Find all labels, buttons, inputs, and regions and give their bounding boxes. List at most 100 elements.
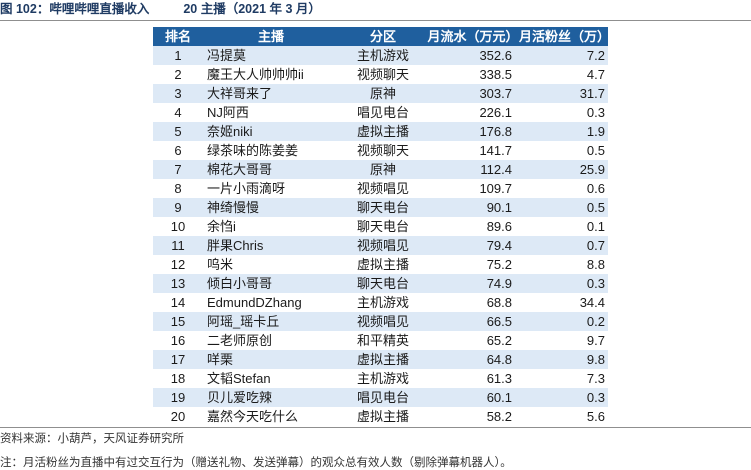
table-row: 13 倾白小哥哥 聊天电台 74.9 0.3: [153, 274, 608, 293]
figure-title: 图 102：哔哩哔哩直播收入 20 主播（2021 年 3 月）: [0, 0, 321, 18]
streamer-name-cell: EdmundDZhang: [203, 293, 339, 312]
table-body: 1 冯提莫 主机游戏 352.6 7.2 2 魔王大人帅帅帅ii 视频聊天 338.5 4.7 3 大…: [153, 46, 608, 426]
monthly-revenue-cell: 66.5: [427, 312, 519, 331]
zone-cell: 视频唱见: [339, 236, 427, 255]
streamer-name-cell: 阿瑶_瑶卡丘: [203, 312, 339, 331]
monthly-active-fans-cell: 34.4: [519, 293, 608, 312]
streamer-name-cell: 一片小雨滴呀: [203, 179, 339, 198]
zone-cell: 唱见电台: [339, 103, 427, 122]
monthly-active-fans-cell: 0.6: [519, 179, 608, 198]
monthly-active-fans-cell: 31.7: [519, 84, 608, 103]
streamer-name-cell: 嘉然今天吃什么: [203, 407, 339, 426]
monthly-revenue-cell: 89.6: [427, 217, 519, 236]
zone-cell: 聊天电台: [339, 274, 427, 293]
streamer-name-cell: 文韬Stefan: [203, 369, 339, 388]
monthly-active-fans-cell: 25.9: [519, 160, 608, 179]
rank-cell: 14: [153, 293, 203, 312]
rank-cell: 3: [153, 84, 203, 103]
monthly-revenue-cell: 68.8: [427, 293, 519, 312]
zone-cell: 聊天电台: [339, 198, 427, 217]
rank-cell: 1: [153, 46, 203, 65]
streamer-name-cell: 大祥哥来了: [203, 84, 339, 103]
rank-cell: 2: [153, 65, 203, 84]
zone-cell: 和平精英: [339, 331, 427, 350]
streamer-name-cell: 棉花大哥哥: [203, 160, 339, 179]
monthly-revenue-cell: 338.5: [427, 65, 519, 84]
streamer-name-cell: 绿茶味的陈姜姜: [203, 141, 339, 160]
streamer-name-cell: 倾白小哥哥: [203, 274, 339, 293]
rank-cell: 9: [153, 198, 203, 217]
rank-cell: 10: [153, 217, 203, 236]
streamer-name-cell: 贝儿爱吃辣: [203, 388, 339, 407]
monthly-revenue-cell: 352.6: [427, 46, 519, 65]
zone-cell: 主机游戏: [339, 293, 427, 312]
rank-cell: 5: [153, 122, 203, 141]
zone-cell: 原神: [339, 160, 427, 179]
monthly-active-fans-cell: 0.1: [519, 217, 608, 236]
streamer-name-cell: NJ阿西: [203, 103, 339, 122]
table-row: 10 余㤘i 聊天电台 89.6 0.1: [153, 217, 608, 236]
table-row: 19 贝儿爱吃辣 唱见电台 60.1 0.3: [153, 388, 608, 407]
rank-cell: 13: [153, 274, 203, 293]
rank-cell: 16: [153, 331, 203, 350]
table-row: 7 棉花大哥哥 原神 112.4 25.9: [153, 160, 608, 179]
monthly-active-fans-cell: 1.9: [519, 122, 608, 141]
rank-cell: 12: [153, 255, 203, 274]
monthly-revenue-cell: 64.8: [427, 350, 519, 369]
rank-cell: 19: [153, 388, 203, 407]
table-row: 15 阿瑶_瑶卡丘 视频唱见 66.5 0.2: [153, 312, 608, 331]
monthly-active-fans-cell: 0.3: [519, 103, 608, 122]
zone-cell: 视频聊天: [339, 65, 427, 84]
rank-cell: 15: [153, 312, 203, 331]
monthly-active-fans-cell: 7.3: [519, 369, 608, 388]
monthly-revenue-cell: 226.1: [427, 103, 519, 122]
zone-cell: 唱见电台: [339, 388, 427, 407]
table-row: 5 奈姬niki 虚拟主播 176.8 1.9: [153, 122, 608, 141]
monthly-active-fans-cell: 0.3: [519, 388, 608, 407]
column-header-revenue: 月流水（万元）: [427, 27, 519, 46]
streamer-name-cell: 余㤘i: [203, 217, 339, 236]
monthly-active-fans-cell: 0.5: [519, 141, 608, 160]
table-row: 9 神绮慢慢 聊天电台 90.1 0.5: [153, 198, 608, 217]
monthly-revenue-cell: 61.3: [427, 369, 519, 388]
monthly-active-fans-cell: 0.2: [519, 312, 608, 331]
zone-cell: 视频唱见: [339, 179, 427, 198]
monthly-active-fans-cell: 9.8: [519, 350, 608, 369]
monthly-active-fans-cell: 4.7: [519, 65, 608, 84]
monthly-revenue-cell: 90.1: [427, 198, 519, 217]
streamer-name-cell: 胖果Chris: [203, 236, 339, 255]
monthly-active-fans-cell: 8.8: [519, 255, 608, 274]
monthly-revenue-cell: 176.8: [427, 122, 519, 141]
monthly-revenue-cell: 141.7: [427, 141, 519, 160]
streamer-name-cell: 呜米: [203, 255, 339, 274]
bottom-divider: [0, 427, 751, 428]
source-note: 资料来源：小葫芦，天风证券研究所: [0, 433, 184, 445]
table-row: 3 大祥哥来了 原神 303.7 31.7: [153, 84, 608, 103]
footnote: 注：月活粉丝为直播中有过交互行为（赠送礼物、发送弹幕）的观众总有效人数（剔除弹幕…: [0, 457, 512, 469]
monthly-revenue-cell: 75.2: [427, 255, 519, 274]
monthly-active-fans-cell: 0.5: [519, 198, 608, 217]
table-row: 18 文韬Stefan 主机游戏 61.3 7.3: [153, 369, 608, 388]
figure-subtitle: 20 主播（2021 年 3 月）: [183, 2, 321, 16]
figure-label: 图 102：哔哩哔哩直播收入: [0, 2, 150, 16]
table-row: 16 二老师原创 和平精英 65.2 9.7: [153, 331, 608, 350]
streamer-name-cell: 冯提莫: [203, 46, 339, 65]
rank-cell: 11: [153, 236, 203, 255]
table-header-row: 排名 主播 分区 月流水（万元） 月活粉丝（万）: [153, 27, 611, 46]
rank-cell: 7: [153, 160, 203, 179]
zone-cell: 主机游戏: [339, 369, 427, 388]
table-row: 14 EdmundDZhang 主机游戏 68.8 34.4: [153, 293, 608, 312]
monthly-active-fans-cell: 9.7: [519, 331, 608, 350]
monthly-active-fans-cell: 7.2: [519, 46, 608, 65]
monthly-active-fans-cell: 5.6: [519, 407, 608, 426]
table-row: 20 嘉然今天吃什么 虚拟主播 58.2 5.6: [153, 407, 608, 426]
column-header-fans: 月活粉丝（万）: [519, 27, 611, 46]
rank-cell: 6: [153, 141, 203, 160]
streamer-ranking-table: 排名 主播 分区 月流水（万元） 月活粉丝（万） 1 冯提莫 主机游戏 352.6 7.…: [153, 27, 611, 426]
monthly-revenue-cell: 112.4: [427, 160, 519, 179]
column-header-streamer: 主播: [203, 27, 339, 46]
table-row: 11 胖果Chris 视频唱见 79.4 0.7: [153, 236, 608, 255]
zone-cell: 虚拟主播: [339, 350, 427, 369]
monthly-revenue-cell: 65.2: [427, 331, 519, 350]
table-row: 8 一片小雨滴呀 视频唱见 109.7 0.6: [153, 179, 608, 198]
